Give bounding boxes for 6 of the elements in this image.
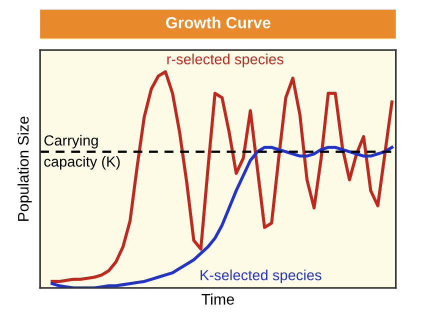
series-label: K-selected species (200, 270, 322, 284)
x-axis-title: Time (202, 293, 234, 305)
series-label: r-selected species (167, 54, 284, 68)
chart-title: Growth Curve (166, 16, 270, 28)
y-axis-title: Population Size (18, 116, 32, 221)
ref-line-label: Carrying capacity (K) (44, 134, 120, 170)
